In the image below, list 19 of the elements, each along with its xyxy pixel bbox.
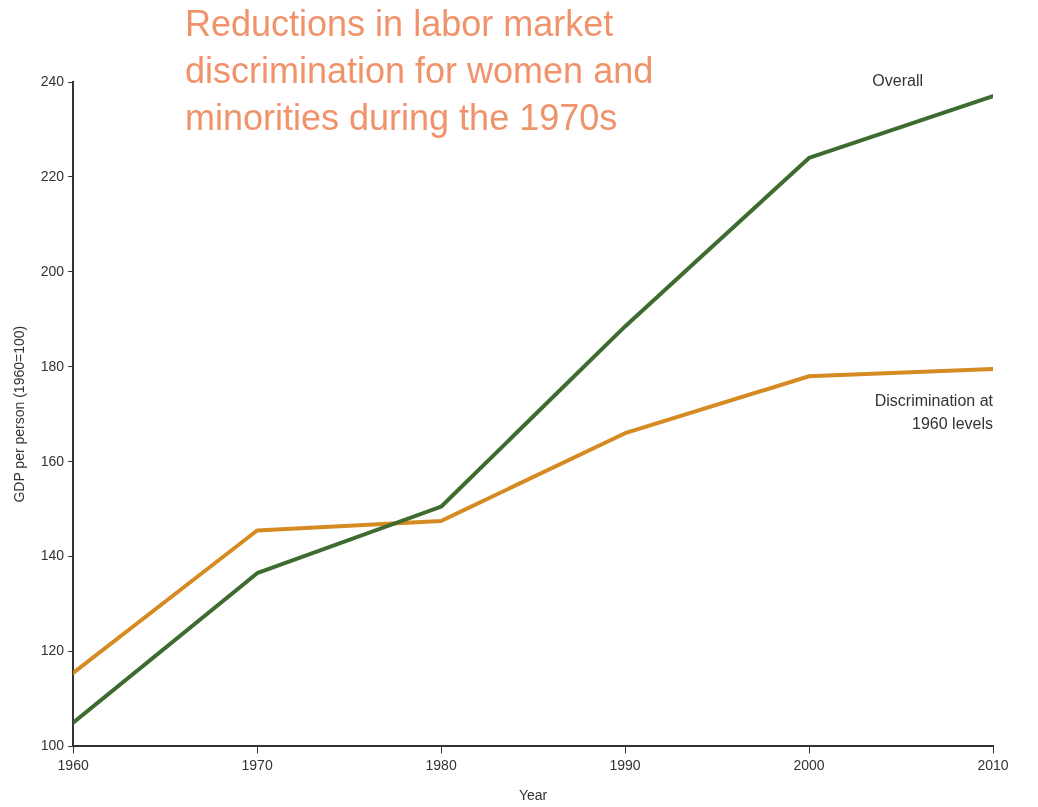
y-tick-label: 220 (40, 167, 65, 184)
x-tick-label: 2010 (977, 756, 1009, 773)
y-tick-label: 140 (40, 547, 65, 564)
y-tick-label: 180 (40, 357, 65, 374)
y-axis-title: GDP per person (1960=100) (11, 325, 28, 503)
x-tick-label: 1960 (57, 756, 89, 773)
series-label: Overall (872, 72, 923, 90)
y-tick-label: 120 (40, 642, 65, 659)
y-tick-label: 200 (40, 262, 65, 279)
y-tick-label: 100 (40, 737, 65, 754)
y-tick-label: 160 (40, 452, 65, 469)
y-tick-label: 240 (40, 72, 65, 89)
x-tick-label: 2000 (793, 756, 825, 773)
series-label: Discrimination at 1960 levels (874, 392, 994, 433)
x-tick-label: 1990 (609, 756, 641, 773)
x-tick-label: 1980 (425, 756, 457, 773)
x-tick-label: 1970 (241, 756, 273, 773)
chart-title: Reductions in labor market discrimination for women and minorities during the 1970s (185, 2, 655, 140)
x-axis-title: Year (518, 787, 548, 804)
